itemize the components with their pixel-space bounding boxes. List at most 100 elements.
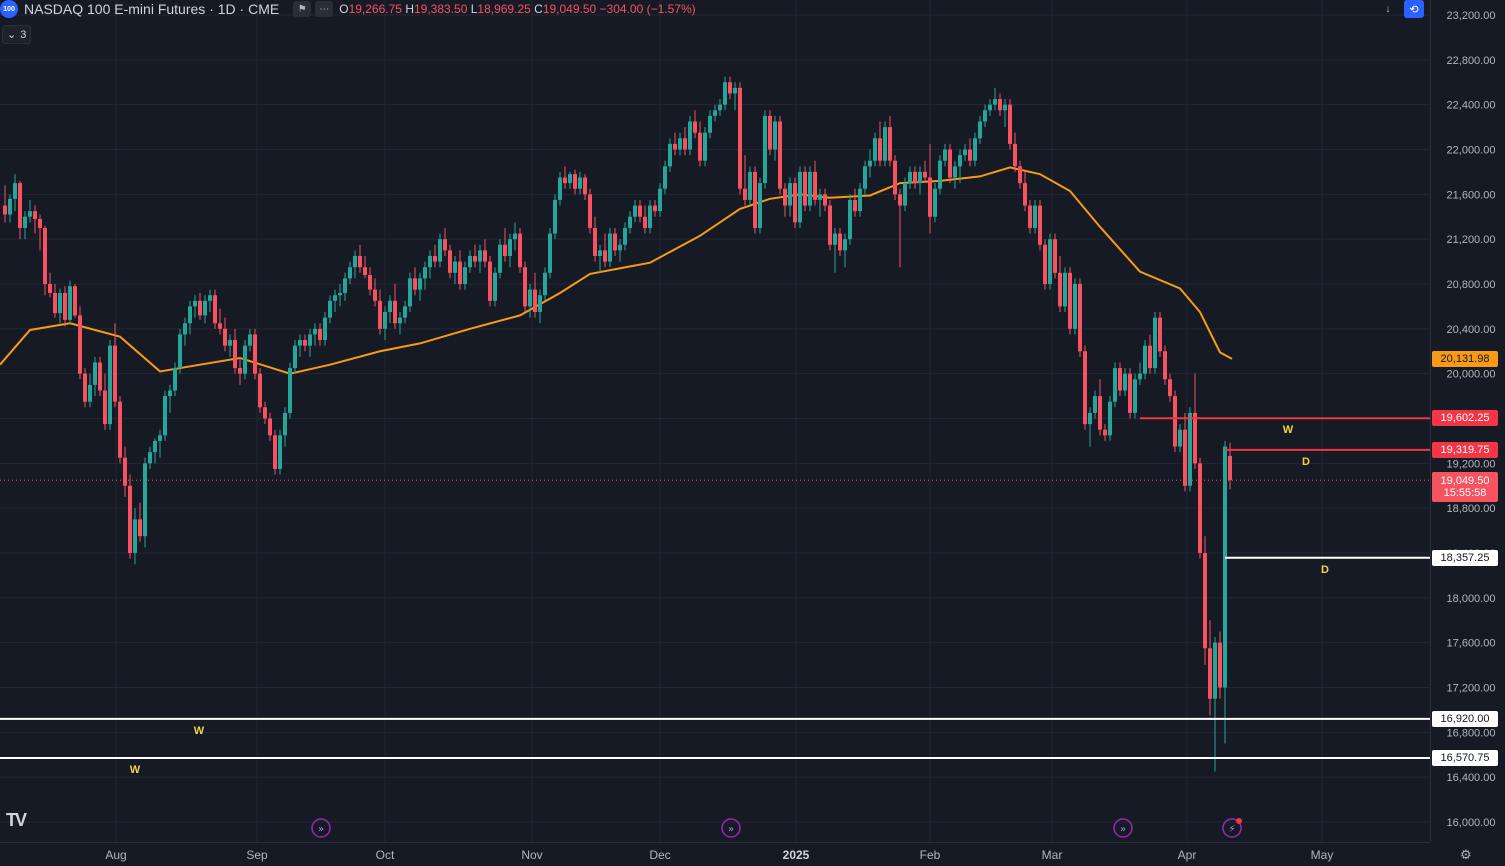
candle-body (78, 315, 82, 374)
tradingview-logo[interactable]: TV (6, 810, 27, 830)
candle-body (828, 205, 832, 245)
candle-body (803, 171, 807, 206)
time-tick-label: Apr (1178, 848, 1197, 862)
candle-body (353, 255, 357, 268)
candle-body (638, 205, 642, 217)
candle-body (13, 183, 17, 199)
candle-body (663, 166, 667, 189)
candle-body (1003, 104, 1007, 111)
chart-area[interactable]: W D D W W » » » ⚡ (0, 0, 1430, 842)
candle-body (198, 300, 202, 316)
flag-icon[interactable]: ⚑ (293, 1, 312, 17)
symbol-separator: · (239, 1, 245, 17)
candle-body (1178, 429, 1182, 447)
candle-body (583, 177, 587, 195)
candle-body (1128, 373, 1132, 413)
candle-body (1033, 205, 1037, 228)
candle-body (98, 362, 102, 391)
price-tick-label: 23,200.00 (1447, 10, 1496, 22)
candle-body (603, 250, 607, 262)
candle-body (248, 334, 252, 346)
candle-body (873, 138, 877, 161)
price-tick-label: 16,800.00 (1447, 727, 1496, 739)
time-tick-label: 2025 (783, 848, 810, 862)
candle-body (833, 233, 837, 245)
candle-body (308, 334, 312, 346)
candle-body (68, 286, 72, 320)
event-circle (721, 818, 741, 838)
candle-body (843, 239, 847, 251)
candle-body (408, 278, 412, 307)
candle-body (758, 183, 762, 228)
time-tick-label: Mar (1042, 848, 1063, 862)
candle-body (533, 289, 537, 313)
candle-body (1138, 373, 1142, 380)
candle-body (738, 87, 742, 189)
candle-body (373, 289, 377, 301)
time-tick-label: Feb (920, 848, 941, 862)
candle-body (323, 317, 327, 341)
candle-body (1063, 272, 1067, 307)
candle-body (763, 115, 767, 184)
candle-body (188, 306, 192, 324)
candle-body (508, 239, 512, 256)
candle-body (463, 267, 467, 284)
candle-body (218, 323, 222, 329)
candle-body (1088, 412, 1092, 425)
candle-body (933, 188, 937, 217)
candle-body (1118, 368, 1122, 391)
candle-body (1198, 463, 1202, 553)
candle-body (708, 115, 712, 133)
candle-body (1148, 345, 1152, 369)
candle-body (1168, 379, 1172, 397)
more-icon[interactable]: ⋯ (315, 1, 334, 17)
candle-body (1203, 553, 1207, 649)
price-tick-label: 16,000.00 (1447, 817, 1496, 829)
candle-body (58, 292, 62, 314)
candle-body (288, 368, 292, 413)
candle-body (683, 138, 687, 150)
candle-body (453, 261, 457, 273)
level-price-tag: 16,570.75 (1432, 750, 1498, 767)
candle-body (523, 267, 527, 307)
candle-body (613, 233, 617, 251)
candle-body (143, 463, 147, 537)
event-glyph: ⚡ (1228, 824, 1235, 835)
level-price-tag: 19,602.25 (1432, 410, 1498, 427)
candle-body (303, 340, 307, 346)
candle-body (108, 345, 112, 425)
candle-body (963, 149, 967, 156)
current-price-value: 19,049.50 (1440, 475, 1490, 488)
symbol-title[interactable]: NASDAQ 100 E-mini Futures · 1D · CME (24, 1, 279, 17)
candle-body (958, 155, 962, 167)
candle-body (488, 261, 492, 301)
candle-body (528, 289, 532, 307)
price-tick-label: 20,800.00 (1447, 279, 1496, 291)
candle-body (1163, 351, 1167, 380)
gear-icon[interactable]: ⚙ (1460, 847, 1472, 862)
time-scale[interactable]: Aug Sep Oct Nov Dec 2025 Feb Mar Apr May (0, 842, 1430, 866)
event-glyph: » (728, 824, 734, 835)
time-axis: Aug Sep Oct Nov Dec 2025 Feb Mar Apr May (105, 848, 1333, 862)
arrow-down-icon[interactable]: ↓ (1385, 3, 1391, 15)
sync-icon[interactable]: ⟲ (1404, 0, 1424, 18)
candle-body (753, 171, 757, 228)
indicators-toggle[interactable]: ⌄ 3 (2, 25, 32, 44)
level-tag: W (1283, 424, 1294, 436)
candle-body (18, 183, 22, 228)
chart-legend: 100 NASDAQ 100 E-mini Futures · 1D · CME… (0, 0, 696, 18)
price-chart[interactable]: W D D W W » » » ⚡ (0, 0, 1430, 842)
candle-body (48, 284, 52, 293)
candle-body (263, 407, 267, 419)
candle-body (813, 171, 817, 200)
candle-body (318, 328, 322, 341)
candle-body (458, 261, 462, 284)
candle-body (53, 292, 57, 314)
candle-body (948, 149, 952, 178)
candle-body (923, 171, 927, 178)
candle-body (1113, 368, 1117, 402)
candle-body (1083, 351, 1087, 425)
candle-body (213, 295, 217, 324)
candle-body (203, 300, 207, 316)
candle-body (138, 519, 142, 537)
